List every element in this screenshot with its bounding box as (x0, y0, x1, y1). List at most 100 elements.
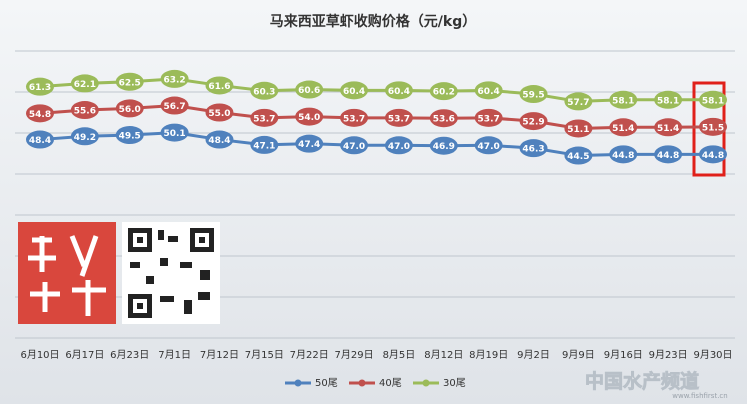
point (609, 90, 638, 109)
point (26, 130, 54, 149)
data-label: 57.7 (567, 98, 589, 108)
point (295, 80, 324, 99)
point (429, 109, 458, 128)
point (654, 90, 683, 109)
x-tick-label: 7月22日 (290, 349, 329, 361)
data-label: 59.5 (522, 91, 544, 101)
x-tick-label: 7月12日 (200, 349, 239, 361)
point (474, 136, 503, 155)
point (26, 104, 54, 123)
point (384, 108, 413, 127)
data-label: 60.6 (298, 86, 320, 96)
legend-label: 40尾 (379, 377, 402, 389)
point (295, 107, 324, 126)
x-tick-label: 6月23日 (110, 349, 149, 361)
logo (18, 222, 116, 324)
data-label: 49.2 (74, 133, 96, 143)
data-label: 60.4 (388, 87, 410, 97)
data-label: 51.4 (657, 124, 679, 134)
data-label: 46.9 (433, 142, 455, 152)
point (160, 96, 189, 115)
point (250, 135, 279, 154)
x-tick-label: 7月1日 (158, 349, 191, 361)
point (160, 69, 189, 88)
x-tick-label: 9月2日 (517, 349, 550, 361)
point (160, 123, 189, 142)
point (564, 146, 593, 165)
point (609, 145, 638, 164)
x-tick-label: 9月9日 (562, 349, 595, 361)
point (250, 81, 279, 100)
series-line (39, 77, 713, 103)
point (519, 112, 548, 131)
data-label: 47.0 (388, 142, 410, 152)
data-label: 63.2 (163, 75, 185, 85)
data-label: 62.5 (119, 78, 141, 88)
x-tick-label: 9月16日 (604, 349, 643, 361)
data-label: 58.1 (702, 96, 724, 106)
point (70, 101, 99, 120)
x-tick-label: 8月5日 (383, 349, 416, 361)
data-label: 48.4 (29, 136, 51, 146)
data-label: 44.8 (612, 151, 634, 161)
point (115, 72, 144, 91)
data-label: 55.0 (208, 109, 230, 119)
x-tick-label: 7月15日 (245, 349, 284, 361)
data-label: 51.1 (567, 125, 589, 135)
data-label: 44.8 (702, 151, 724, 161)
data-label: 60.2 (433, 88, 455, 98)
data-label: 44.8 (657, 151, 679, 161)
data-label: 47.0 (478, 142, 500, 152)
point (205, 103, 234, 122)
data-label: 58.1 (657, 96, 679, 106)
point (295, 134, 324, 153)
data-label: 48.4 (208, 136, 230, 146)
point (519, 139, 548, 158)
point (250, 108, 279, 127)
data-label: 53.7 (478, 114, 500, 124)
legend-marker (294, 379, 302, 387)
logo-glyphs (28, 235, 106, 316)
point (26, 77, 54, 96)
point (429, 136, 458, 155)
point (340, 136, 369, 155)
watermark-url: www.fishfirst.cn (672, 392, 727, 400)
data-label: 58.1 (612, 96, 634, 106)
data-label: 55.6 (74, 107, 96, 117)
point (699, 117, 727, 136)
point (340, 81, 369, 100)
x-tick-label: 9月23日 (649, 349, 688, 361)
legend-label: 50尾 (315, 377, 338, 389)
point (474, 81, 503, 100)
data-label: 61.6 (208, 82, 230, 92)
data-label: 53.7 (343, 114, 365, 124)
point (564, 92, 593, 111)
x-tick-label: 8月19日 (469, 349, 508, 361)
series-line (39, 131, 713, 158)
chart-title: 马来西亚草虾收购价格（元/kg） (270, 13, 476, 30)
point (699, 145, 727, 164)
data-label: 54.8 (29, 110, 51, 120)
point (699, 90, 727, 109)
data-label: 47.1 (253, 141, 275, 151)
data-label: 61.3 (29, 83, 51, 93)
qr-pattern (128, 228, 214, 318)
point (384, 136, 413, 155)
data-label: 60.4 (343, 87, 365, 97)
data-label: 62.1 (74, 80, 96, 90)
data-label: 53.7 (388, 114, 410, 124)
data-label: 53.7 (253, 114, 275, 124)
data-label: 47.0 (343, 142, 365, 152)
data-label: 60.3 (253, 87, 275, 97)
x-tick-label: 7月29日 (335, 349, 374, 361)
legend-marker (422, 379, 430, 387)
legend-marker (358, 379, 366, 387)
point (654, 118, 683, 137)
legend-label: 30尾 (443, 377, 466, 389)
point (205, 130, 234, 149)
point (70, 127, 99, 146)
series-line (39, 104, 714, 130)
point (384, 81, 413, 100)
x-tick-label: 9月30日 (693, 349, 732, 361)
